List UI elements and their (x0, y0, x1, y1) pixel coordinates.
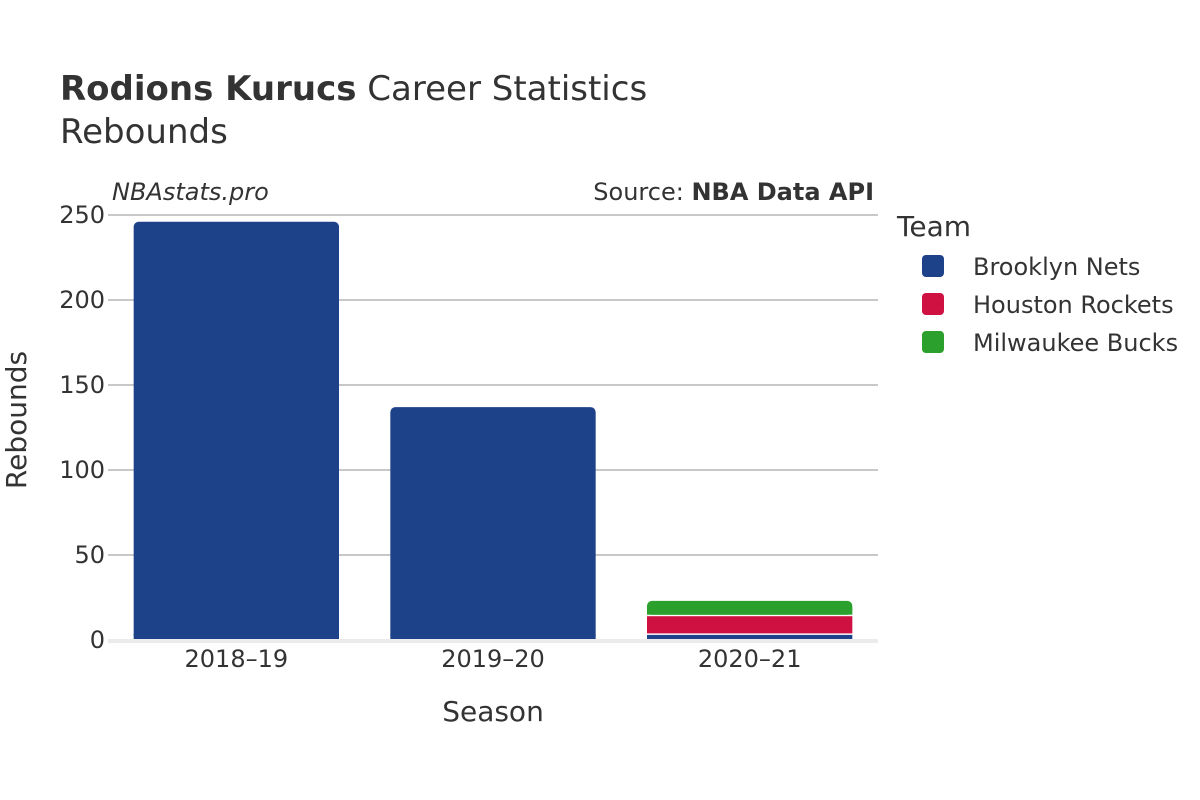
bar-base-fill (647, 608, 853, 615)
legend-label[interactable]: Brooklyn Nets (973, 253, 1140, 281)
legend-label[interactable]: Houston Rockets (973, 291, 1174, 319)
watermark: NBAstats.pro (112, 178, 269, 206)
bars (108, 221, 878, 643)
source-label: Source: (593, 178, 691, 206)
chart-title: Rodions Kurucs Career Statistics (60, 69, 647, 109)
y-tick-label: 100 (59, 456, 105, 484)
bar-brooklyn-nets[interactable] (390, 407, 596, 640)
source-text: Source: NBA Data API (593, 178, 874, 206)
bar-brooklyn-nets[interactable] (133, 221, 339, 641)
y-tick-label: 150 (59, 371, 105, 399)
y-tick-label: 250 (59, 201, 105, 229)
y-tick-labels: 0 50 100 150 200 250 (59, 201, 105, 654)
x-tick-label: 2018–19 (185, 645, 289, 673)
source-value: NBA Data API (691, 178, 874, 206)
y-tick-label: 0 (90, 626, 105, 654)
legend-swatch[interactable] (922, 293, 944, 315)
x-tick-label: 2020–21 (698, 645, 802, 673)
x-axis-label: Season (442, 695, 544, 728)
title-rest: Career Statistics (357, 69, 648, 109)
bar-base-fill (133, 634, 339, 640)
x-tick-labels: 2018–19 2019–20 2020–21 (185, 645, 802, 673)
bar-base-fill (390, 634, 596, 640)
bar-brooklyn-nets[interactable] (647, 634, 853, 640)
x-tick-label: 2019–20 (441, 645, 545, 673)
legend-swatch[interactable] (922, 331, 944, 353)
y-tick-label: 200 (59, 286, 105, 314)
y-axis-label: Rebounds (0, 351, 33, 489)
legend-title: Team (896, 210, 971, 243)
legend: Brooklyn Nets Houston Rockets Milwaukee Bu… (922, 253, 1178, 357)
legend-label[interactable]: Milwaukee Bucks (973, 329, 1178, 357)
legend-swatch[interactable] (922, 255, 944, 277)
bar-houston-rockets[interactable] (647, 616, 853, 634)
chart-subtitle: Rebounds (60, 112, 228, 152)
player-name: Rodions Kurucs (60, 69, 357, 109)
y-tick-label: 50 (74, 541, 105, 569)
